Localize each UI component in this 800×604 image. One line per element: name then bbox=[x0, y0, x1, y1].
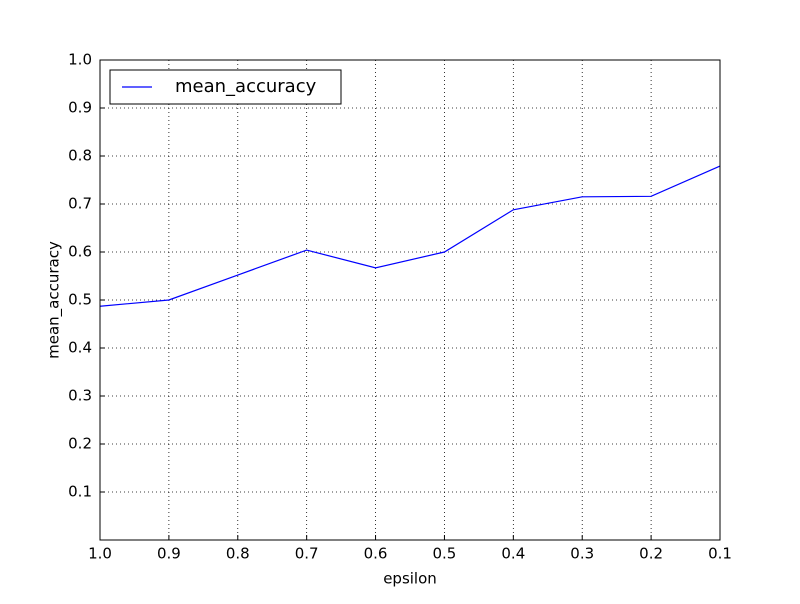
y-tick-label: 0.1 bbox=[68, 483, 92, 501]
data-line bbox=[99, 165, 721, 307]
x-tick-label: 1.0 bbox=[88, 545, 112, 563]
x-tick-label: 0.1 bbox=[708, 545, 732, 563]
y-tick-label: 0.9 bbox=[68, 99, 92, 117]
x-tick-label: 0.9 bbox=[157, 545, 181, 563]
y-tick-label: 0.5 bbox=[68, 291, 92, 309]
x-tick-label: 0.7 bbox=[295, 545, 319, 563]
y-axis-label: mean_accuracy bbox=[45, 241, 64, 359]
y-tick-label: 0.3 bbox=[68, 387, 92, 405]
y-tick-label: 0.4 bbox=[68, 339, 92, 357]
plot-frame bbox=[99, 59, 721, 541]
x-tick-label: 0.6 bbox=[364, 545, 388, 563]
y-tick-label: 1.0 bbox=[68, 51, 92, 69]
y-tick-label: 0.6 bbox=[68, 243, 92, 261]
x-tick-label: 0.3 bbox=[570, 545, 594, 563]
y-tick-label: 0.2 bbox=[68, 435, 92, 453]
x-tick-label: 0.8 bbox=[226, 545, 250, 563]
x-tick-label: 0.5 bbox=[433, 545, 457, 563]
x-axis-label: epsilon bbox=[383, 570, 437, 588]
y-tick-label: 0.8 bbox=[68, 147, 92, 165]
y-tick-label: 0.7 bbox=[68, 195, 92, 213]
x-tick-label: 0.2 bbox=[639, 545, 663, 563]
x-tick-label: 0.4 bbox=[501, 545, 525, 563]
legend-label: mean_accuracy bbox=[175, 76, 317, 97]
